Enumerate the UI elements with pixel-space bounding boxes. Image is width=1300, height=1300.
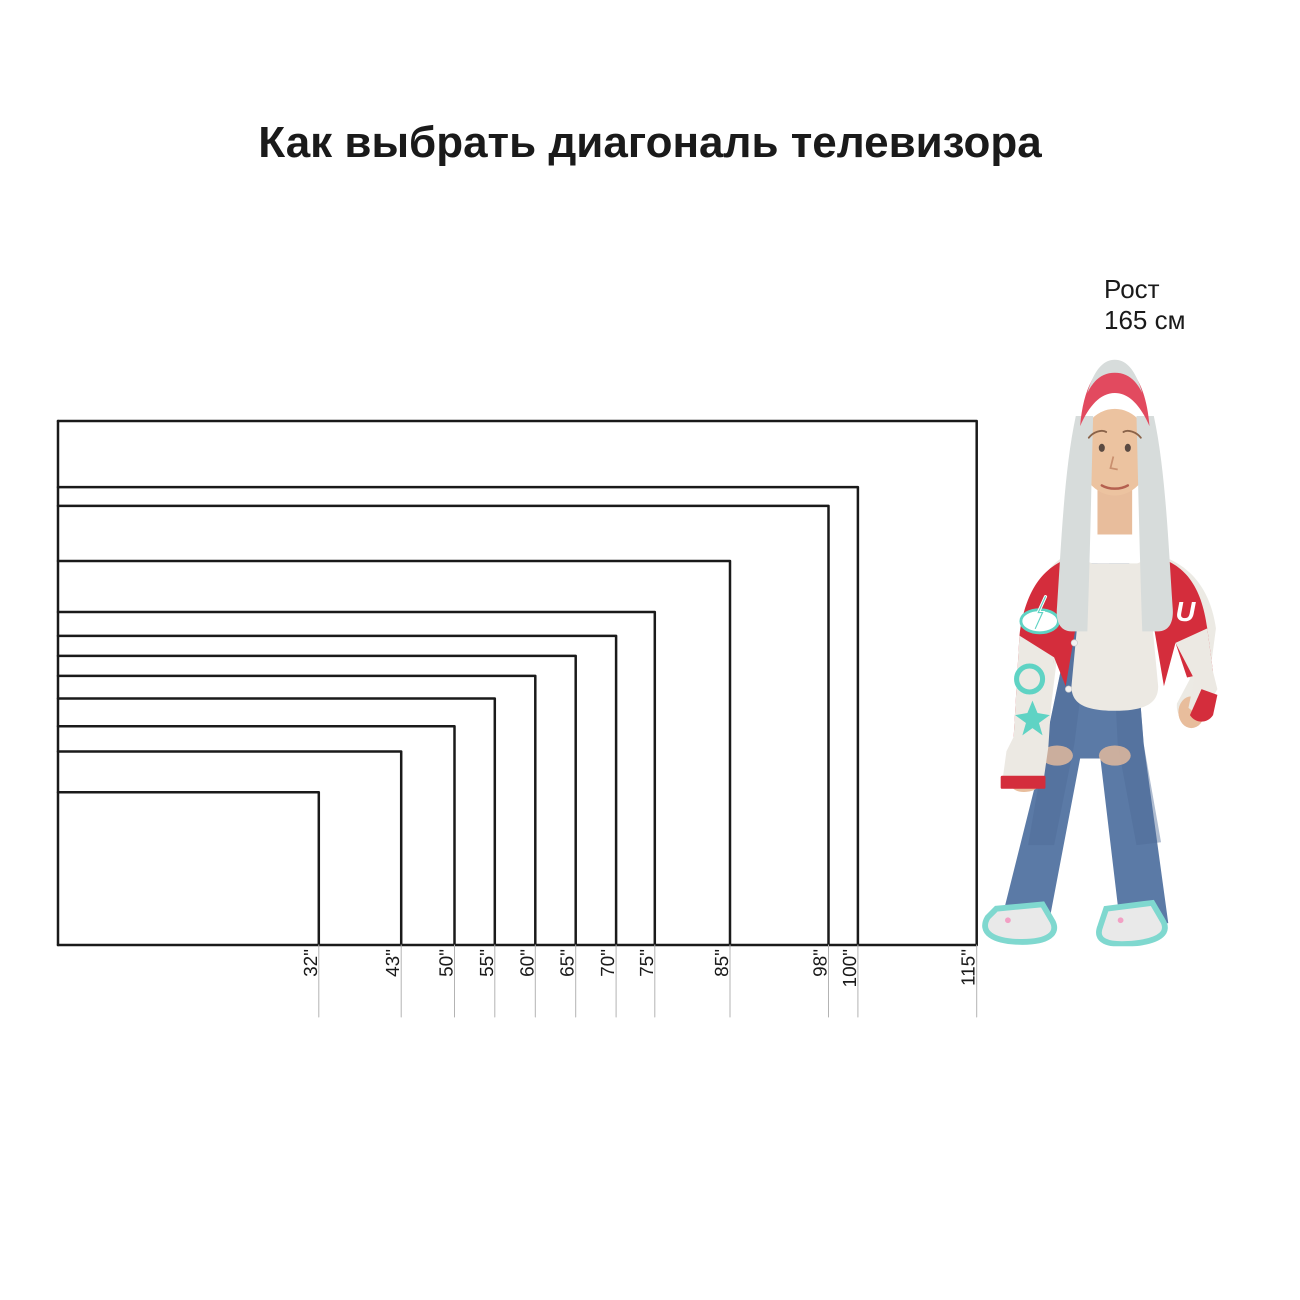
- svg-text:85": 85": [712, 949, 733, 977]
- svg-text:65": 65": [558, 949, 579, 977]
- svg-text:70": 70": [598, 949, 619, 977]
- svg-text:32": 32": [301, 949, 322, 977]
- svg-text:55": 55": [477, 949, 498, 977]
- svg-text:43": 43": [383, 949, 404, 977]
- svg-text:U: U: [1175, 596, 1196, 627]
- svg-text:100": 100": [840, 949, 861, 987]
- svg-text:60": 60": [517, 949, 538, 977]
- svg-text:115": 115": [959, 949, 980, 986]
- svg-text:75": 75": [637, 949, 658, 977]
- svg-text:50": 50": [437, 949, 458, 977]
- svg-text:98": 98": [811, 949, 832, 977]
